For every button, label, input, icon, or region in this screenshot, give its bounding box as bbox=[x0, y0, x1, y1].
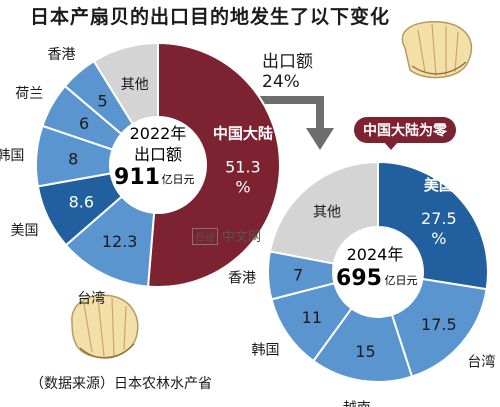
pie-2022-name-label-3: 韩国 bbox=[0, 148, 24, 164]
pie-2024-value-label-2: 15 bbox=[355, 342, 375, 361]
scallop-shell-icon-bottom bbox=[71, 294, 139, 359]
pie-2024-value-label-0: 27.5% bbox=[421, 209, 457, 248]
pie-2022-value-label-2: 8.6 bbox=[69, 193, 94, 212]
pie-2024-name-label-3: 韩国 bbox=[252, 342, 280, 358]
pie-2022-name-label-5: 香港 bbox=[48, 47, 76, 63]
callout-china-zero: 中国大陆为零 bbox=[354, 117, 456, 150]
pie-2022-year: 2022年 bbox=[130, 124, 187, 143]
data-source-note: （数据来源）日本农林水产省 bbox=[30, 376, 212, 392]
scallop-shell-icon-top bbox=[401, 21, 473, 79]
change-label: 出口额 bbox=[262, 52, 313, 72]
pie-2024: 27.5% 美国 17.5 台湾 15 越南 11 韩国 7 香港 其他 bbox=[228, 160, 495, 407]
pie-2024-value-label-4: 7 bbox=[293, 266, 303, 285]
pie-2022-name-label-1: 台湾 bbox=[77, 290, 105, 307]
watermark: 日经 中文网 bbox=[192, 226, 261, 245]
pie-2022-slice-6 bbox=[92, 41, 159, 126]
change-arrow bbox=[258, 96, 334, 150]
pie-2022-total-value: 911 bbox=[114, 165, 160, 190]
pie-2024-value-label-1: 17.5 bbox=[421, 315, 457, 334]
pie-2022-total-label: 出口额 bbox=[134, 145, 182, 164]
pie-2024-name-label-2: 越南 bbox=[343, 400, 371, 407]
pie-2024-name-label-4: 香港 bbox=[228, 270, 256, 286]
pie-2024-name-label-1: 台湾 bbox=[467, 353, 495, 370]
pie-2024-year: 2024年 bbox=[347, 245, 404, 264]
pie-2024-total-unit: 亿日元 bbox=[385, 274, 418, 287]
pie-2024-slice-1 bbox=[390, 277, 488, 378]
pie-2022-name-label-4: 荷兰 bbox=[15, 86, 43, 102]
pie-2024-total-value: 695 bbox=[336, 266, 382, 291]
pie-2024-slice-5 bbox=[268, 160, 379, 265]
pie-2022-value-label-5: 5 bbox=[98, 92, 108, 111]
pie-2024-value-label-3: 11 bbox=[302, 308, 322, 327]
pie-2022-name-label-2: 美国 bbox=[10, 223, 38, 239]
change-value: 24% bbox=[262, 72, 300, 92]
pie-2024-name-label-5: 其他 bbox=[313, 204, 341, 220]
pie-2022-name-label-0: 中国大陆 bbox=[213, 124, 273, 142]
pie-2022-total-unit: 亿日元 bbox=[162, 173, 195, 186]
pie-2022-name-label-6: 其他 bbox=[121, 77, 149, 93]
pie-2022-value-label-0: 51.3% bbox=[225, 157, 261, 196]
watermark-logo-icon: 日经 bbox=[192, 228, 218, 245]
change-note: 出口额 24% bbox=[262, 52, 313, 92]
pie-2024-name-label-0: 美国 bbox=[424, 176, 454, 194]
page-title: 日本产扇贝的出口目的地发生了以下变化 bbox=[30, 6, 391, 28]
watermark-text: 中文网 bbox=[222, 230, 262, 245]
pie-2022-value-label-1: 12.3 bbox=[102, 232, 138, 251]
pie-2022-value-label-4: 6 bbox=[79, 114, 89, 133]
pie-2022-value-label-3: 8 bbox=[68, 150, 78, 169]
pie-2022-slice-0 bbox=[146, 41, 282, 288]
pie-2024-slice-0 bbox=[377, 160, 489, 291]
